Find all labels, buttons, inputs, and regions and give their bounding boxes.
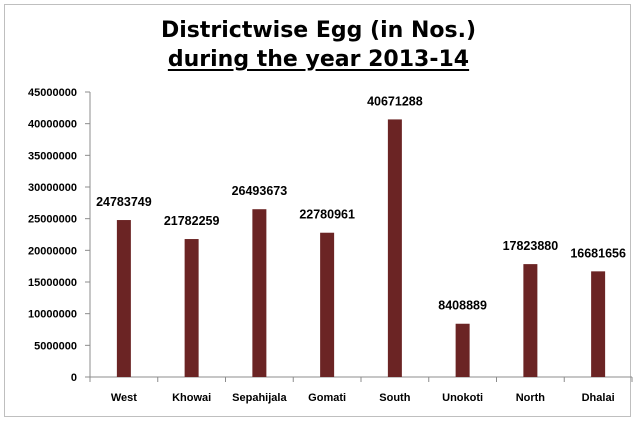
data-label: 21782259 (164, 214, 220, 228)
bar (116, 220, 131, 377)
x-tick-label: North (516, 392, 546, 404)
x-tick-label: Sepahijala (232, 392, 287, 404)
y-tick-label: 15000000 (28, 277, 77, 289)
bar (252, 209, 267, 377)
x-tick-label: Gomati (308, 392, 346, 404)
data-label: 22780961 (299, 208, 355, 222)
x-tick-label: Unokoti (442, 392, 483, 404)
y-tick-label: 25000000 (28, 214, 77, 226)
data-label: 24783749 (96, 195, 152, 209)
data-label: 8408889 (438, 299, 487, 313)
y-tick-label: 30000000 (28, 182, 77, 194)
y-tick-label: 5000000 (34, 340, 77, 352)
bar (184, 239, 199, 377)
chart-title: Districtwise Egg (in Nos.) (160, 18, 477, 43)
bar (387, 119, 402, 378)
bar (523, 264, 538, 377)
y-tick-label: 45000000 (28, 87, 77, 99)
bar (320, 232, 335, 377)
x-tick-label: South (379, 392, 410, 404)
y-tick-label: 20000000 (28, 245, 77, 257)
data-label: 16681656 (570, 246, 626, 260)
bar (591, 271, 606, 377)
data-label: 40671288 (367, 94, 423, 108)
y-tick-label: 0 (71, 372, 77, 384)
data-label: 26493673 (232, 184, 288, 198)
y-tick-label: 35000000 (28, 150, 77, 162)
x-tick-label: Khowai (172, 392, 211, 404)
y-tick-label: 40000000 (28, 119, 77, 131)
y-tick-label: 10000000 (28, 309, 77, 321)
data-label: 17823880 (503, 239, 559, 253)
x-tick-label: Dhalai (582, 392, 615, 404)
bar (455, 323, 470, 377)
chart-subtitle: during the year 2013-14 (0, 47, 637, 72)
chart-subtitle-text: during the year 2013-14 (167, 47, 470, 72)
x-tick-label: West (111, 392, 137, 404)
